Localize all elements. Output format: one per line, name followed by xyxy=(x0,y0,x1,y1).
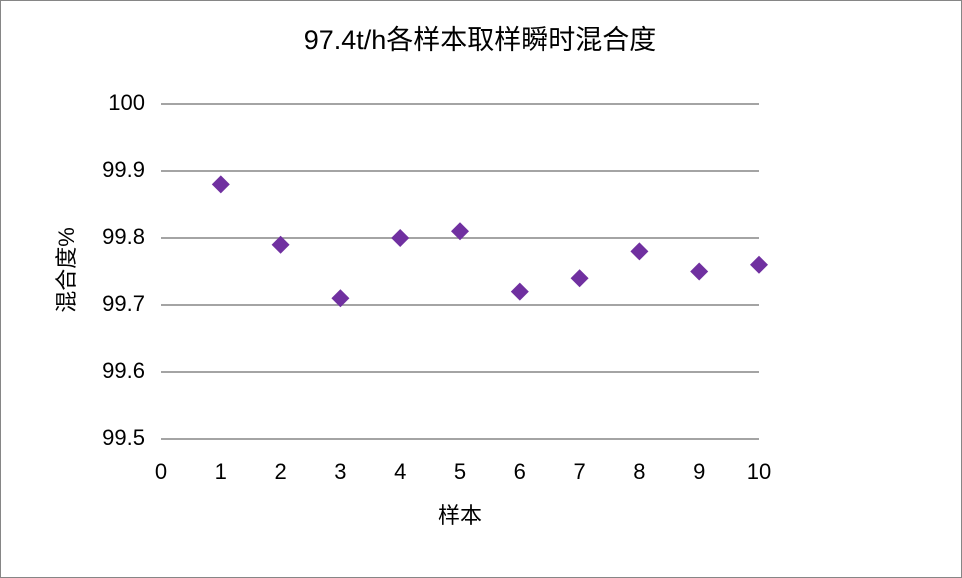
point xyxy=(271,235,290,254)
y-tick-label: 99.5 xyxy=(102,425,145,450)
x-tick-label: 5 xyxy=(454,459,466,484)
x-tick-label: 8 xyxy=(633,459,645,484)
point xyxy=(750,255,768,274)
point xyxy=(451,222,469,241)
point xyxy=(630,242,649,261)
y-tick-label: 99.6 xyxy=(102,358,145,383)
x-tick-label: 10 xyxy=(747,459,771,484)
x-tick-label: 0 xyxy=(155,459,167,484)
point xyxy=(570,269,589,288)
x-tick-label: 9 xyxy=(693,459,705,484)
point xyxy=(331,289,350,308)
x-tick-label: 3 xyxy=(334,459,346,484)
y-tick-label: 99.7 xyxy=(102,291,145,316)
y-axis-label: 混合度% xyxy=(54,227,79,313)
chart-title: 97.4t/h各样本取样瞬时混合度 xyxy=(304,25,657,55)
point xyxy=(690,262,709,281)
x-tick-label: 2 xyxy=(274,459,286,484)
y-tick-label: 100 xyxy=(108,90,145,115)
point xyxy=(510,282,529,301)
x-axis-label: 样本 xyxy=(438,503,482,528)
x-tick-label: 1 xyxy=(215,459,227,484)
x-tick-label: 6 xyxy=(514,459,526,484)
x-tick-label: 4 xyxy=(394,459,406,484)
y-tick-label: 99.9 xyxy=(102,157,145,182)
y-tick-label: 99.8 xyxy=(102,224,145,249)
point xyxy=(391,229,410,247)
point xyxy=(211,175,230,194)
x-tick-label: 7 xyxy=(573,459,585,484)
